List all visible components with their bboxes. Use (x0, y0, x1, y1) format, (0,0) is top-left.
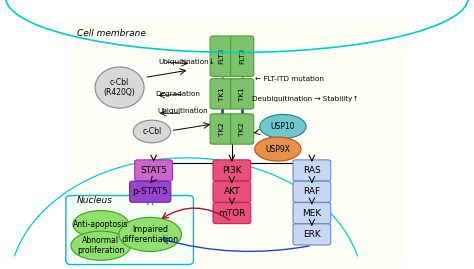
FancyBboxPatch shape (293, 203, 331, 224)
FancyBboxPatch shape (210, 36, 233, 76)
Ellipse shape (260, 114, 306, 139)
Text: c-Cbl: c-Cbl (142, 127, 162, 136)
Text: p-STAT5: p-STAT5 (132, 187, 168, 196)
Text: ← FLT-ITD mutation: ← FLT-ITD mutation (255, 76, 324, 82)
FancyBboxPatch shape (213, 160, 251, 181)
Text: mTOR: mTOR (218, 208, 246, 218)
Text: RAF: RAF (303, 187, 320, 196)
Text: TK2: TK2 (219, 122, 225, 136)
FancyBboxPatch shape (213, 181, 251, 202)
Ellipse shape (255, 137, 301, 161)
Ellipse shape (73, 211, 129, 238)
Text: FLT3: FLT3 (239, 48, 245, 64)
Text: Abnormal
proliferation: Abnormal proliferation (77, 236, 125, 255)
Text: AKT: AKT (224, 187, 240, 196)
FancyBboxPatch shape (230, 36, 254, 76)
Text: PI3K: PI3K (222, 166, 242, 175)
Text: TK1: TK1 (239, 87, 245, 101)
Text: TK2: TK2 (239, 122, 245, 136)
Text: c-Cbl
(R420Q): c-Cbl (R420Q) (104, 78, 136, 97)
Text: STAT5: STAT5 (140, 166, 167, 175)
Text: MEK: MEK (302, 208, 321, 218)
Text: USP9X: USP9X (265, 144, 291, 154)
Text: Degradation: Degradation (155, 91, 200, 97)
Text: Cell membrane: Cell membrane (77, 29, 146, 38)
FancyBboxPatch shape (230, 79, 254, 109)
Ellipse shape (95, 67, 144, 108)
Text: Impaired
differentiation: Impaired differentiation (122, 225, 179, 244)
Text: Ubiquitination↓: Ubiquitination↓ (159, 59, 216, 65)
Text: Ubiquitination: Ubiquitination (157, 108, 208, 114)
FancyBboxPatch shape (66, 196, 193, 264)
FancyBboxPatch shape (210, 114, 233, 144)
FancyBboxPatch shape (293, 224, 331, 245)
Text: Deubiquitination → Stability↑: Deubiquitination → Stability↑ (252, 95, 359, 102)
Text: TK1: TK1 (219, 87, 225, 101)
Text: ERK: ERK (303, 230, 321, 239)
FancyBboxPatch shape (230, 114, 254, 144)
FancyBboxPatch shape (67, 17, 407, 268)
Text: FLT3: FLT3 (219, 48, 225, 64)
FancyBboxPatch shape (210, 79, 233, 109)
FancyBboxPatch shape (293, 160, 331, 181)
Ellipse shape (133, 120, 171, 143)
FancyBboxPatch shape (293, 181, 331, 202)
Text: Anti-apoptosis: Anti-apoptosis (73, 220, 128, 229)
Ellipse shape (71, 231, 131, 260)
Text: USP10: USP10 (271, 122, 295, 131)
Text: Nucleus: Nucleus (77, 196, 113, 205)
FancyBboxPatch shape (129, 181, 171, 202)
FancyBboxPatch shape (213, 203, 251, 224)
Text: RAS: RAS (303, 166, 321, 175)
FancyBboxPatch shape (135, 160, 173, 181)
Ellipse shape (119, 217, 182, 252)
